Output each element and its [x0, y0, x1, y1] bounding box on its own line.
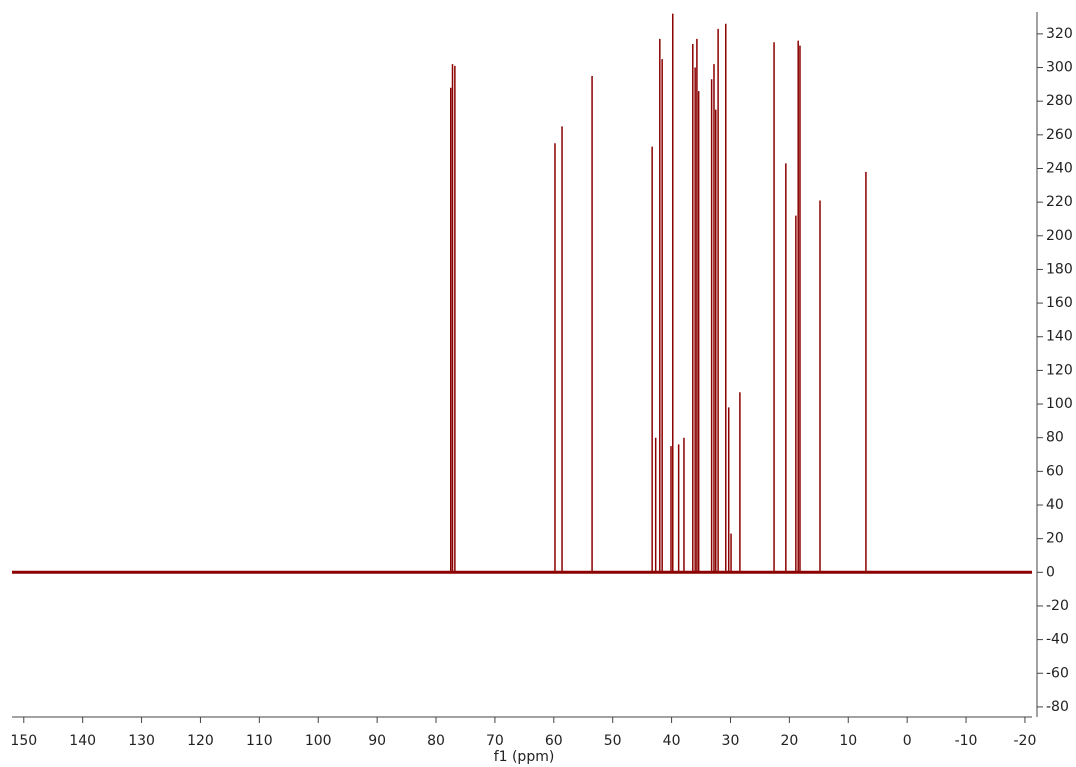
x-tick-label: 150 — [10, 733, 37, 749]
y-tick-label: 300 — [1046, 60, 1073, 76]
y-tick-label: 120 — [1046, 362, 1073, 378]
x-axis-label: f1 (ppm) — [494, 749, 555, 765]
x-tick-label: 70 — [486, 733, 504, 749]
x-tick-label: 40 — [663, 733, 681, 749]
y-tick-label: 280 — [1046, 93, 1073, 109]
x-tick-label: 80 — [427, 733, 445, 749]
x-tick-label: 110 — [246, 733, 273, 749]
x-tick-label: 60 — [545, 733, 563, 749]
y-tick-label: 20 — [1046, 531, 1064, 547]
x-tick-label: 0 — [903, 733, 912, 749]
y-tick-label: 200 — [1046, 228, 1073, 244]
x-tick-label: -10 — [955, 733, 978, 749]
y-tick-label: 40 — [1046, 497, 1064, 513]
x-tick-label: 50 — [604, 733, 622, 749]
y-tick-label: 100 — [1046, 396, 1073, 412]
x-tick-label: 10 — [839, 733, 857, 749]
x-tick-label: 30 — [722, 733, 740, 749]
x-tick-label: 20 — [780, 733, 798, 749]
y-tick-label: 160 — [1046, 295, 1073, 311]
y-tick-label: -60 — [1046, 665, 1069, 681]
y-tick-label: -80 — [1046, 699, 1069, 715]
y-tick-label: 260 — [1046, 127, 1073, 143]
y-tick-label: -20 — [1046, 598, 1069, 614]
x-tick-label: -20 — [1013, 733, 1036, 749]
x-tick-label: 130 — [128, 733, 155, 749]
y-tick-label: 60 — [1046, 463, 1064, 479]
y-tick-label: 180 — [1046, 261, 1073, 277]
y-tick-label: 220 — [1046, 194, 1073, 210]
x-tick-label: 140 — [69, 733, 96, 749]
y-tick-label: 320 — [1046, 26, 1073, 42]
y-tick-label: 240 — [1046, 160, 1073, 176]
x-tick-label: 100 — [305, 733, 332, 749]
y-tick-label: 140 — [1046, 329, 1073, 345]
y-tick-label: 80 — [1046, 430, 1064, 446]
y-tick-label: -40 — [1046, 632, 1069, 648]
x-tick-label: 120 — [187, 733, 214, 749]
x-tick-label: 90 — [368, 733, 386, 749]
y-tick-label: 0 — [1046, 564, 1055, 580]
